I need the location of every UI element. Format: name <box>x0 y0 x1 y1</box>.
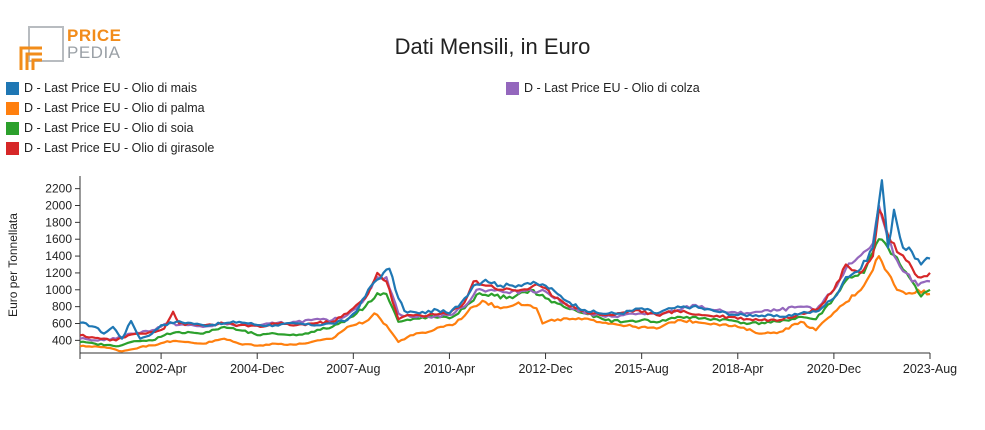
y-tick-label: 1400 <box>45 249 72 263</box>
pricepedia-logo-icon <box>19 26 64 70</box>
x-tick-label: 2015-Aug <box>615 362 669 376</box>
legend-label-mais: D - Last Price EU - Olio di mais <box>24 81 197 95</box>
legend-swatch-colza <box>506 81 519 95</box>
chart-title: Dati Mensili, in Euro <box>394 34 591 59</box>
logo-word-pedia: PEDIA <box>67 43 121 62</box>
x-tick-label: 2004-Dec <box>230 362 284 376</box>
pricepedia-logo: PRICE PEDIA <box>18 24 128 74</box>
series-line-colza <box>79 204 931 342</box>
legend-item-palma[interactable]: D - Last Price EU - Olio di palma <box>6 101 205 115</box>
x-tick-label: 2020-Dec <box>807 362 861 376</box>
legend-swatch-mais <box>6 81 19 95</box>
y-tick-label: 2000 <box>45 199 72 213</box>
y-tick-label: 1800 <box>45 215 72 229</box>
series-line-palma <box>79 255 931 353</box>
x-tick-label: 2018-Apr <box>712 362 763 376</box>
legend-item-mais[interactable]: D - Last Price EU - Olio di mais <box>6 81 197 95</box>
legend-swatch-soia <box>6 121 19 135</box>
legend-label-soia: D - Last Price EU - Olio di soia <box>24 121 194 135</box>
legend-swatch-girasole <box>6 141 19 155</box>
logo-word-price: PRICE <box>67 26 122 45</box>
x-tick-label: 2023-Aug <box>903 362 957 376</box>
x-tick-label: 2010-Apr <box>424 362 475 376</box>
legend-label-colza: D - Last Price EU - Olio di colza <box>524 81 700 95</box>
chart-axes: 400 600 800 1000 1200 1400 1600 1800 2000 2200 200… <box>45 176 957 376</box>
y-tick-label: 600 <box>52 317 72 331</box>
x-tick-label: 2002-Apr <box>135 362 186 376</box>
series-line-mais <box>79 179 931 340</box>
y-tick-label: 800 <box>52 300 72 314</box>
y-tick-label: 2200 <box>45 182 72 196</box>
x-tick-label: 2007-Aug <box>326 362 380 376</box>
y-tick-label: 400 <box>52 333 72 347</box>
series-line-soia <box>79 238 931 348</box>
y-tick-label: 1000 <box>45 283 72 297</box>
y-tick-label: 1600 <box>45 232 72 246</box>
legend-item-soia[interactable]: D - Last Price EU - Olio di soia <box>6 121 194 135</box>
legend-item-girasole[interactable]: D - Last Price EU - Olio di girasole <box>6 141 214 155</box>
legend-item-colza[interactable]: D - Last Price EU - Olio di colza <box>506 81 700 95</box>
series-line-girasole <box>79 208 931 342</box>
legend-label-palma: D - Last Price EU - Olio di palma <box>24 101 205 115</box>
legend-label-girasole: D - Last Price EU - Olio di girasole <box>24 141 215 155</box>
x-tick-label: 2012-Dec <box>518 362 572 376</box>
y-tick-label: 1200 <box>45 266 72 280</box>
legend-swatch-palma <box>6 101 19 115</box>
chart-lines <box>79 179 931 353</box>
